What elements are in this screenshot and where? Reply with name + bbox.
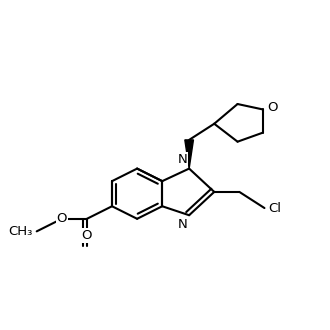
Text: O: O: [82, 229, 92, 242]
Polygon shape: [185, 140, 193, 169]
Text: O: O: [56, 212, 67, 225]
Text: CH₃: CH₃: [9, 225, 33, 238]
Text: N: N: [178, 153, 187, 166]
Text: O: O: [267, 101, 278, 114]
Text: N: N: [178, 218, 187, 231]
Text: Cl: Cl: [268, 202, 281, 214]
